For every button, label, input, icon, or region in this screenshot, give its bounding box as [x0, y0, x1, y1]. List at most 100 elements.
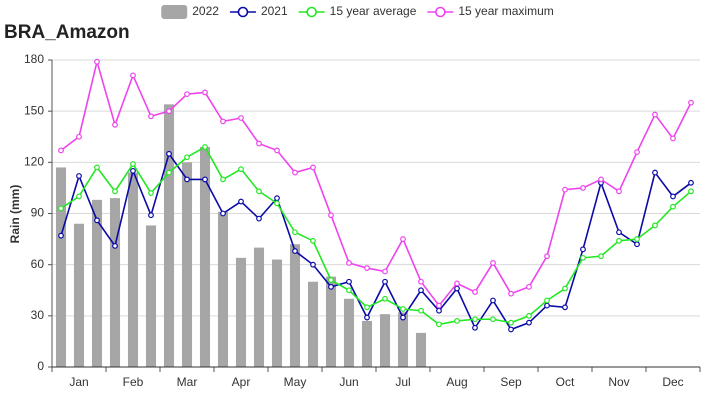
point — [688, 188, 694, 195]
point — [508, 319, 514, 326]
point — [166, 108, 172, 115]
y-tick-label: 0 — [37, 359, 44, 373]
point — [526, 319, 532, 326]
point — [436, 307, 442, 314]
bar — [163, 104, 175, 367]
legend-swatch — [161, 5, 188, 19]
point — [490, 260, 496, 266]
point — [364, 265, 370, 271]
point — [454, 285, 460, 292]
point — [436, 302, 442, 309]
bar — [325, 276, 337, 367]
chart-title: BRA_Amazon — [4, 22, 130, 43]
point — [634, 149, 640, 156]
point — [112, 243, 118, 249]
point — [652, 222, 658, 229]
point — [256, 188, 262, 195]
point — [508, 326, 514, 333]
point — [526, 283, 532, 290]
point — [112, 188, 118, 195]
point — [652, 169, 658, 176]
legend-swatch — [435, 6, 446, 18]
point — [256, 215, 262, 222]
point — [490, 297, 496, 304]
point — [616, 188, 622, 195]
point — [454, 318, 460, 324]
bar — [271, 259, 283, 367]
x-tick-label: Oct — [556, 375, 575, 389]
x-tick-label: Jul — [395, 375, 410, 389]
y-tick-label: 180 — [24, 52, 44, 66]
point — [490, 316, 496, 323]
point — [202, 144, 208, 150]
point — [688, 99, 694, 106]
point — [580, 185, 586, 191]
point — [382, 278, 388, 285]
x-tick-label: Jun — [339, 375, 358, 389]
bar — [343, 298, 355, 367]
point — [148, 212, 154, 219]
y-tick-label: 60 — [31, 257, 45, 271]
point — [454, 280, 460, 287]
point — [472, 316, 478, 323]
x-tick-label: Mar — [177, 375, 198, 389]
x-tick-label: Apr — [232, 375, 251, 389]
point — [634, 241, 640, 248]
bar — [379, 314, 391, 367]
bar — [55, 167, 67, 367]
y-tick-label: 30 — [31, 308, 45, 322]
point — [328, 212, 334, 219]
bar — [415, 332, 427, 367]
point — [292, 248, 298, 254]
point — [562, 285, 568, 292]
point — [616, 237, 622, 244]
point — [166, 150, 172, 157]
point — [76, 133, 82, 140]
legend-swatch — [237, 6, 249, 18]
line — [60, 145, 692, 326]
x-tick-label: Jan — [69, 375, 88, 389]
point — [274, 195, 280, 202]
x-tick-label: Dec — [662, 375, 683, 389]
y-tick-label: 150 — [24, 103, 44, 117]
point — [400, 306, 406, 312]
point — [58, 232, 64, 239]
point — [256, 140, 262, 147]
line — [60, 58, 692, 307]
point — [328, 277, 334, 283]
point — [94, 164, 100, 171]
bar — [253, 247, 265, 367]
bar — [361, 320, 373, 367]
y-tick-label: 120 — [24, 155, 44, 169]
point — [346, 260, 352, 266]
point — [400, 314, 406, 321]
point — [220, 176, 226, 183]
point — [220, 118, 226, 125]
bar — [181, 162, 193, 367]
point — [58, 147, 64, 154]
y-tick-label: 90 — [31, 206, 45, 220]
point — [526, 312, 532, 319]
point — [58, 205, 64, 212]
point — [436, 321, 442, 328]
point — [94, 58, 100, 65]
legend-swatch — [306, 6, 317, 18]
point — [130, 72, 136, 79]
point — [76, 193, 82, 200]
bar — [307, 281, 319, 367]
point — [112, 121, 118, 128]
bar — [109, 198, 121, 367]
point — [238, 115, 244, 121]
point — [292, 229, 298, 236]
point — [562, 304, 568, 311]
point — [382, 295, 388, 302]
point — [130, 161, 136, 167]
bar — [217, 211, 229, 367]
point — [616, 229, 622, 236]
x-tick-label: Sep — [500, 375, 522, 389]
bar — [73, 223, 85, 367]
point — [364, 304, 370, 311]
point — [670, 193, 676, 200]
point — [184, 91, 190, 98]
